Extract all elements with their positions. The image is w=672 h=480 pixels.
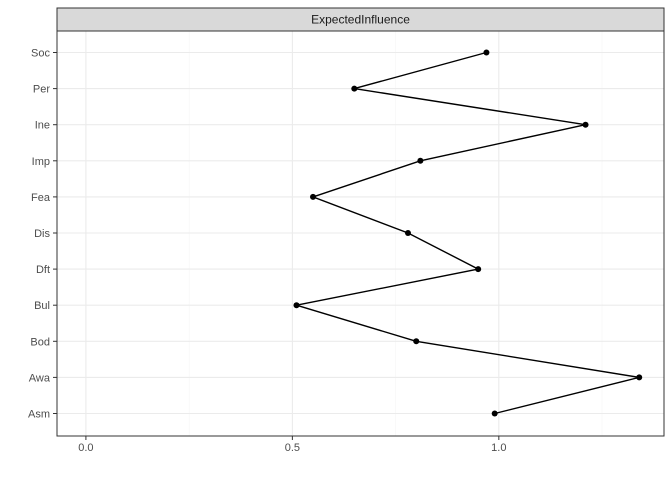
y-tick-label-fea: Fea: [31, 192, 51, 204]
facet-strip: ExpectedInfluence: [56, 7, 665, 32]
x-tick-label: 1.0: [491, 442, 506, 454]
y-tick-label-asm: Asm: [28, 409, 50, 421]
y-tick-label-bul: Bul: [34, 300, 50, 312]
data-point-bul: [293, 302, 300, 309]
y-tick-label-bod: Bod: [30, 336, 50, 348]
data-point-asm: [491, 410, 498, 417]
y-tick-label-awa: Awa: [29, 372, 51, 384]
data-point-ine: [582, 121, 589, 128]
y-tick-label-dis: Dis: [34, 228, 50, 240]
data-point-fea: [310, 193, 317, 200]
data-point-dft: [475, 266, 482, 273]
major-gridlines: [57, 31, 664, 436]
data-point-dis: [404, 230, 411, 236]
y-tick-label-ine: Ine: [35, 120, 50, 132]
data-point-imp: [417, 157, 424, 164]
y-tick-label-per: Per: [33, 84, 50, 96]
x-tick-label: 0.5: [285, 442, 300, 454]
series-expected-influence: [293, 49, 643, 417]
data-point-awa: [636, 374, 643, 381]
x-tick-label: 0.0: [78, 442, 93, 454]
y-axis: Asm Awa Bod Bul Dft Dis Fea Imp Ine Per Soc: [28, 48, 57, 421]
data-point-soc: [483, 49, 490, 56]
data-point-bod: [413, 338, 420, 345]
data-point-per: [351, 85, 358, 92]
y-tick-label-soc: Soc: [31, 48, 50, 60]
x-axis: 0.0 0.5 1.0: [78, 436, 506, 454]
y-tick-label-imp: Imp: [32, 156, 50, 168]
facet-strip-title: ExpectedInfluence: [311, 13, 410, 27]
y-tick-label-dft: Dft: [36, 264, 50, 276]
